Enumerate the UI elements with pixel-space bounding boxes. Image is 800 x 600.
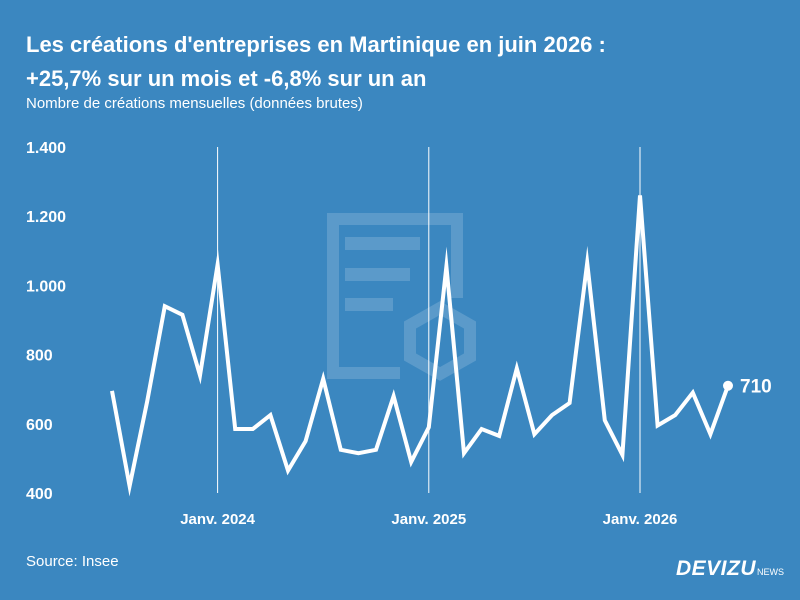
y-tick-label: 600 [26, 417, 53, 434]
last-value-label: 710 [740, 377, 772, 398]
annotations: 710 [723, 377, 772, 398]
chart-subtitle: Nombre de créations mensuelles (données … [26, 95, 363, 112]
gridlines [217, 147, 641, 493]
brand-logo: DEVIZU NEWS [676, 557, 784, 581]
x-tick-label: Janv. 2026 [603, 511, 678, 528]
chart-title: Les créations d'entreprises en Martiniqu… [26, 28, 786, 96]
brand-logo-sub: NEWS [757, 567, 785, 577]
x-tick-label: Janv. 2024 [180, 511, 255, 528]
y-axis: 400 600 800 1.000 1.200 1.400 [26, 140, 66, 503]
chart-title-line-1: Les créations d'entreprises en Martiniqu… [26, 32, 606, 57]
brand-logo-main: DEVIZU [676, 557, 757, 580]
last-value-marker [723, 380, 733, 391]
y-tick-label: 1.200 [26, 209, 66, 226]
x-tick-label: Janv. 2025 [391, 511, 466, 528]
y-tick-label: 1.400 [26, 140, 66, 157]
x-axis: Janv. 2024 Janv. 2025 Janv. 2026 [180, 511, 677, 528]
y-tick-label: 1.000 [26, 278, 66, 295]
series [110, 195, 730, 497]
y-tick-label: 800 [26, 348, 53, 365]
source-note: Source: Insee [26, 553, 119, 570]
series-line [110, 195, 730, 497]
watermark-document-icon [327, 213, 476, 381]
chart-title-line-2: +25,7% sur un mois et -6,8% sur un an [26, 66, 427, 91]
y-tick-label: 400 [26, 486, 53, 503]
